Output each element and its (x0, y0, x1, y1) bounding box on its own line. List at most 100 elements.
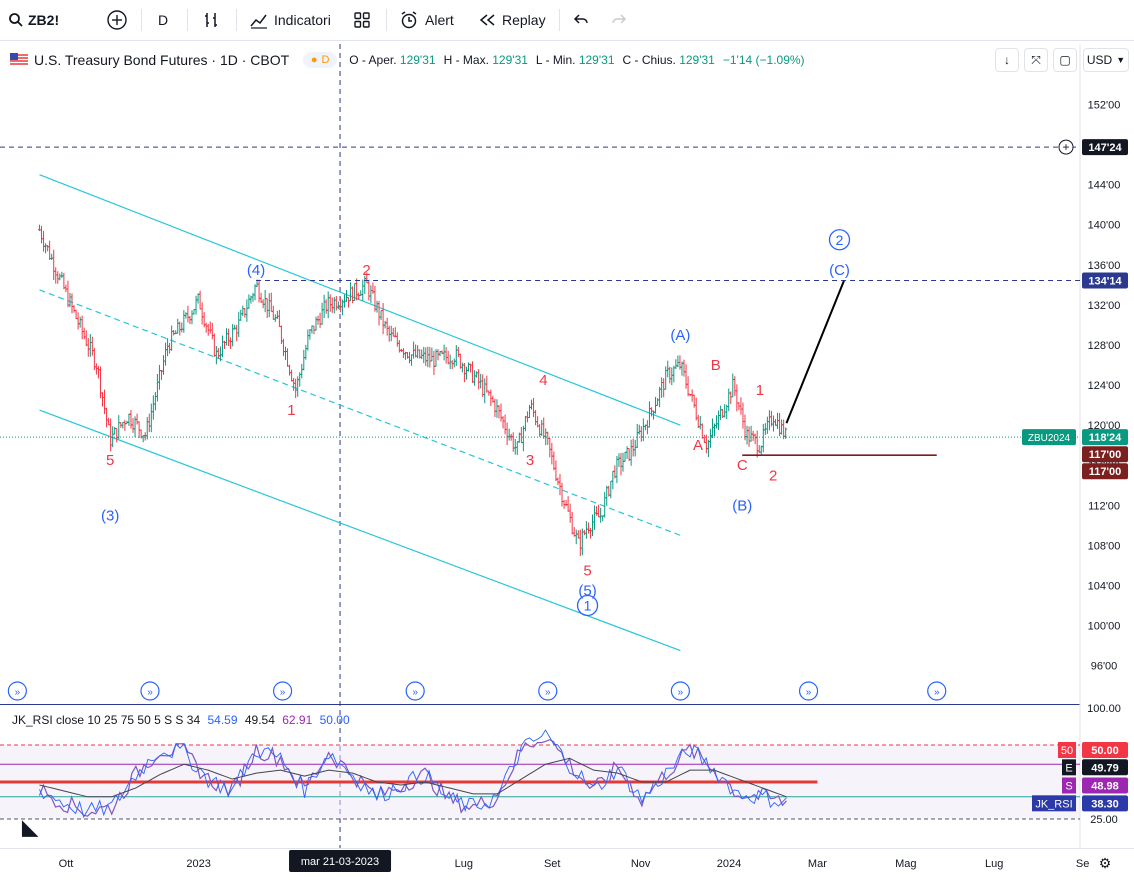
event-arrows-icon: » (545, 687, 551, 698)
rsi-last-tag-bg (1032, 795, 1076, 812)
event-arrows-icon: » (806, 687, 812, 698)
scroll-down-button[interactable]: ↓ (995, 48, 1019, 72)
indicator-value-4: 50.00 (319, 713, 350, 727)
event-marker-icon (140, 681, 160, 701)
maximize-icon: ▢ (1059, 53, 1071, 67)
chart-type-button[interactable] (202, 0, 222, 40)
crosshair-date-badge (289, 850, 392, 872)
low-label: L - Min. (535, 53, 576, 67)
collapse-button[interactable]: ⤧ (1024, 48, 1048, 72)
indicator-value-1: 54.59 (207, 713, 238, 727)
y-tick-label: 120'00 (1088, 420, 1121, 432)
y-tick-label: 140'00 (1088, 220, 1121, 232)
rsi-tag-s-bg (1062, 777, 1076, 794)
indicator-name: JK_RSI close 10 25 75 50 5 S S 34 (12, 713, 201, 727)
event-marker-icon (670, 681, 690, 701)
toolbar-divider (386, 9, 387, 31)
chart-legend: U.S. Treasury Bond Futures · 1D · CBOT ●… (10, 50, 805, 70)
indicator-value-3: 62.91 (282, 713, 313, 727)
interval-button[interactable]: D (158, 0, 168, 40)
open-value: 129'31 (399, 53, 436, 67)
level-badge-bg (1082, 463, 1128, 480)
level-badge-bg (1082, 139, 1128, 156)
level-badge: 147'24 (1088, 142, 1122, 154)
open-label: O - Aper. (349, 53, 397, 67)
symbol-search[interactable]: ZB2! (8, 0, 98, 40)
undo-icon (573, 14, 588, 24)
alert-button[interactable]: Alert (399, 0, 454, 40)
plus-circle-icon (107, 10, 127, 30)
indicator-legend: JK_RSI close 10 25 75 50 5 S S 34 54.59 … (12, 713, 354, 727)
rsi-tag-50-bg (1058, 742, 1076, 758)
wave-circle (828, 229, 851, 251)
wave-label: 4 (539, 372, 547, 389)
close-label: C - Chius. (622, 53, 676, 67)
chevron-down-icon: ▼ (1116, 55, 1126, 65)
maximize-button[interactable]: ▢ (1053, 48, 1077, 72)
event-arrows-icon: » (147, 687, 153, 698)
level-badge: 134'14 (1088, 275, 1122, 287)
indicators-label: Indicatori (274, 12, 331, 28)
rsi-y-tick-label: 25.00 (1090, 814, 1118, 826)
search-icon (9, 13, 23, 27)
toolbar-divider (559, 9, 560, 31)
wave-label: (A) (670, 327, 690, 344)
rsi-last-badge: 38.30 (1091, 798, 1119, 810)
wave-label: (5) (578, 582, 596, 599)
low-value: 129'31 (578, 53, 615, 67)
indicators-button[interactable]: Indicatori (249, 0, 331, 40)
replay-button[interactable]: Replay (478, 0, 546, 40)
level-badge-bg (1082, 272, 1128, 289)
high-label: H - Max. (443, 53, 489, 67)
layouts-button[interactable] (353, 0, 371, 40)
wave-label: 5 (583, 562, 591, 579)
grid-icon (354, 12, 370, 28)
level-badge: 117'00 (1089, 466, 1122, 478)
wave-label: 3 (526, 452, 534, 469)
rsi-tag-e-bg (1062, 759, 1076, 776)
wave-label: 1 (584, 598, 592, 614)
add-symbol-button[interactable] (106, 0, 128, 40)
toolbar-divider (236, 9, 237, 31)
event-arrows-icon: » (678, 687, 684, 698)
rewind-icon (479, 14, 495, 26)
x-tick-label: Mar (808, 858, 827, 870)
toolbar-divider (141, 9, 142, 31)
rsi-badge-50-bg (1082, 742, 1128, 758)
rsi-last-badge-bg (1082, 795, 1128, 812)
event-marker-icon (798, 681, 819, 701)
alert-label: Alert (425, 12, 454, 28)
undo-button[interactable] (572, 0, 590, 40)
alarm-clock-icon (401, 11, 417, 29)
wave-label: C (737, 457, 748, 474)
x-tick-label: Se (1076, 858, 1089, 870)
replay-label: Replay (502, 12, 546, 28)
rsi-last-tag: JK_RSI (1035, 798, 1072, 810)
gear-icon: ⚙ (1099, 855, 1112, 871)
wave-label: 5 (106, 452, 114, 469)
wave-label: A (693, 437, 703, 454)
currency-select[interactable]: USD ▼ (1083, 48, 1129, 72)
interval-badge[interactable]: ● D (303, 52, 338, 68)
event-arrows-icon: » (15, 687, 21, 698)
wave-label: B (711, 357, 721, 374)
symbol-label: ZB2! (28, 12, 60, 28)
x-tick-label: Set (544, 858, 561, 870)
rsi-signal-line (39, 757, 787, 798)
redo-button[interactable] (610, 0, 628, 40)
y-tick-label: 128'00 (1088, 340, 1121, 352)
y-tick-label: 132'00 (1088, 300, 1121, 312)
channel-upper-line (39, 174, 681, 426)
wave-label: 2 (362, 262, 370, 279)
symbol-title: U.S. Treasury Bond Futures · 1D · CBOT (34, 52, 290, 68)
x-tick-label: Lug (985, 858, 1003, 870)
y-tick-label: 152'00 (1088, 100, 1121, 112)
event-arrows-icon: » (934, 687, 940, 698)
plus-icon: + (1062, 140, 1069, 154)
rsi-tag-e: E (1065, 762, 1072, 774)
y-tick-label: 144'00 (1088, 180, 1121, 192)
collapse-icon: ⤧ (1031, 52, 1041, 67)
close-value: 129'31 (679, 53, 715, 67)
rsi-badge-s-bg (1082, 777, 1128, 794)
